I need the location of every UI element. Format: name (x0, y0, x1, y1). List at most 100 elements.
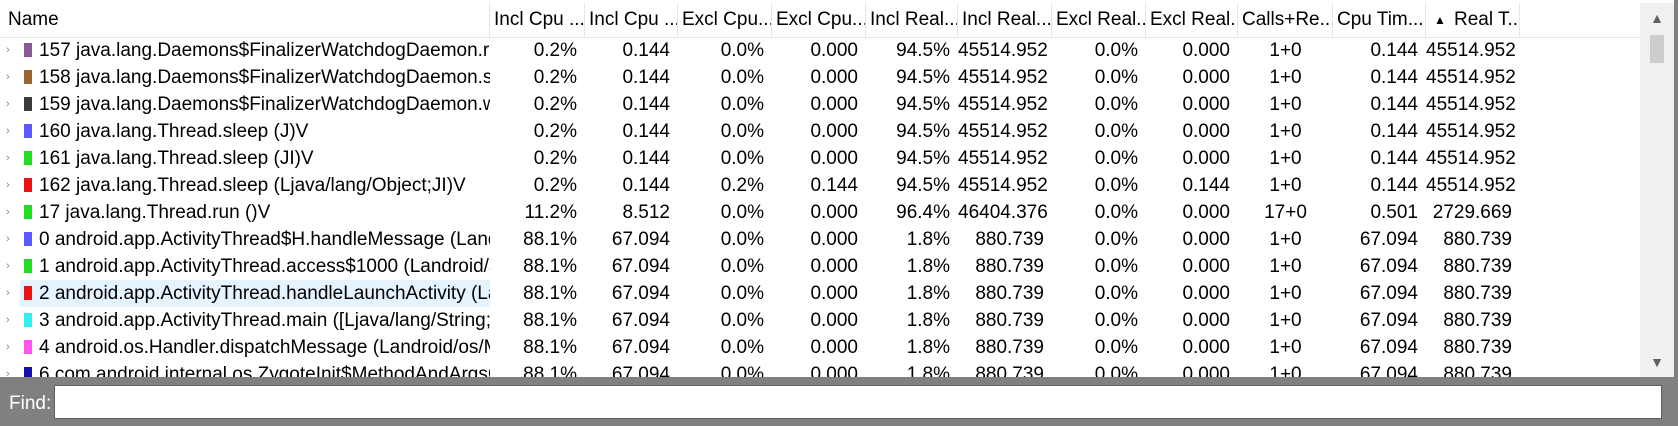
table-row[interactable]: › 2 android.app.ActivityThread.handleLaun… (0, 280, 1640, 307)
find-bar: Find: (0, 380, 1678, 426)
column-header-7[interactable]: Excl Real... (1052, 3, 1146, 37)
value-cell-col9: 1+0 (1269, 337, 1302, 358)
expand-arrow-icon[interactable]: › (6, 368, 10, 377)
table-row[interactable]: › 162 java.lang.Thread.sleep (Ljava/lang/… (0, 172, 1640, 199)
expand-arrow-icon[interactable]: › (6, 287, 10, 299)
method-color-swatch (24, 367, 32, 377)
table-row[interactable]: › 157 java.lang.Daemons$FinalizerWatchdog… (0, 37, 1640, 64)
value-cell-col5: 1.8% (906, 283, 950, 304)
value-cell-col7: 0.0% (1094, 256, 1138, 277)
value-cell-col8: 0.000 (1182, 202, 1230, 223)
value-cell-col8: 0.000 (1182, 283, 1230, 304)
column-header-6[interactable]: Incl Real... (958, 3, 1052, 37)
column-header-4[interactable]: Excl Cpu... (772, 3, 866, 37)
method-name-cell: 0 android.app.ActivityThread$H.handleMes… (20, 226, 490, 253)
value-cell-col4: 0.000 (810, 310, 858, 331)
value-cell-col9: 1+0 (1269, 256, 1302, 277)
table-row[interactable]: › 158 java.lang.Daemons$FinalizerWatchdog… (0, 64, 1640, 91)
column-header-0[interactable]: Name (0, 3, 490, 37)
value-cell-col8: 0.000 (1182, 94, 1230, 115)
value-cell-col10: 0.144 (1370, 175, 1418, 196)
expand-arrow-icon[interactable]: › (6, 44, 10, 56)
table-row[interactable]: › 6 com.android.internal.os.ZygoteInit$Me… (0, 361, 1640, 377)
expand-arrow-icon[interactable]: › (6, 98, 10, 110)
value-cell-col10: 0.144 (1370, 94, 1418, 115)
table-row[interactable]: › 1 android.app.ActivityThread.access$100… (0, 253, 1640, 280)
table-row[interactable]: › 159 java.lang.Daemons$FinalizerWatchdog… (0, 91, 1640, 118)
value-cell-col3: 0.0% (720, 67, 764, 88)
column-header-3[interactable]: Excl Cpu... (678, 3, 772, 37)
table-row[interactable]: › 161 java.lang.Thread.sleep (JI)V 0.2% 0.1… (0, 145, 1640, 172)
value-cell-col5: 94.5% (896, 148, 950, 169)
value-cell-col6: 880.739 (975, 283, 1044, 304)
value-cell-col7: 0.0% (1094, 283, 1138, 304)
method-name-cell: 161 java.lang.Thread.sleep (JI)V (20, 145, 490, 172)
value-cell-col1: 0.2% (533, 148, 577, 169)
table-row[interactable]: › 160 java.lang.Thread.sleep (J)V 0.2% 0.14… (0, 118, 1640, 145)
value-cell-col9: 1+0 (1269, 148, 1302, 169)
table-header: Name Incl Cpu ... Incl Cpu ... Excl Cpu... E… (0, 3, 1640, 38)
value-cell-col5: 96.4% (896, 202, 950, 223)
column-header-9[interactable]: Calls+Re... (1238, 3, 1333, 37)
value-cell-col5: 1.8% (906, 229, 950, 250)
method-name-cell: 3 android.app.ActivityThread.main ([Ljav… (20, 307, 490, 334)
method-name-cell: 158 java.lang.Daemons$FinalizerWatchdogD… (20, 64, 490, 91)
table-row[interactable]: › 4 android.os.Handler.dispatchMessage (L… (0, 334, 1640, 361)
column-header-8[interactable]: Excl Real... (1146, 3, 1238, 37)
value-cell-col7: 0.0% (1094, 202, 1138, 223)
value-cell-col4: 0.000 (810, 67, 858, 88)
value-cell-col3: 0.0% (720, 148, 764, 169)
value-cell-col6: 45514.952 (958, 40, 1048, 61)
column-header-11[interactable]: Real T... (1426, 3, 1520, 37)
expand-arrow-icon[interactable]: › (6, 125, 10, 137)
value-cell-col2: 0.144 (622, 40, 670, 61)
vertical-scrollbar[interactable]: ▲ ▼ (1640, 3, 1674, 377)
table-row[interactable]: › 3 android.app.ActivityThread.main ([Lja… (0, 307, 1640, 334)
value-cell-col1: 0.2% (533, 121, 577, 142)
column-header-2[interactable]: Incl Cpu ... (585, 3, 678, 37)
value-cell-col2: 67.094 (611, 283, 670, 304)
expand-arrow-icon[interactable]: › (6, 179, 10, 191)
value-cell-col11: 880.739 (1443, 256, 1512, 277)
expand-arrow-icon[interactable]: › (6, 233, 10, 245)
value-cell-col9: 17+0 (1264, 202, 1307, 223)
table-row[interactable]: › 0 android.app.ActivityThread$H.handleMe… (0, 226, 1640, 253)
method-name: 158 java.lang.Daemons$FinalizerWatchdogD… (39, 67, 490, 88)
expand-arrow-icon[interactable]: › (6, 71, 10, 83)
value-cell-col5: 94.5% (896, 94, 950, 115)
method-name-cell: 1 android.app.ActivityThread.access$1000… (20, 253, 490, 280)
value-cell-col8: 0.000 (1182, 364, 1230, 377)
scroll-thumb[interactable] (1650, 35, 1664, 63)
value-cell-col6: 45514.952 (958, 94, 1048, 115)
value-cell-col10: 0.144 (1370, 148, 1418, 169)
method-name-cell: 162 java.lang.Thread.sleep (Ljava/lang/O… (20, 172, 490, 199)
scroll-up-icon[interactable]: ▲ (1650, 10, 1664, 26)
column-header-10[interactable]: Cpu Tim... (1333, 3, 1426, 37)
value-cell-col1: 88.1% (523, 364, 577, 377)
scroll-down-icon[interactable]: ▼ (1650, 354, 1664, 370)
value-cell-col9: 1+0 (1269, 310, 1302, 331)
value-cell-col4: 0.000 (810, 337, 858, 358)
column-header-1[interactable]: Incl Cpu ... (490, 3, 585, 37)
value-cell-col10: 67.094 (1359, 337, 1418, 358)
expand-arrow-icon[interactable]: › (6, 341, 10, 353)
expand-arrow-icon[interactable]: › (6, 314, 10, 326)
value-cell-col6: 46404.376 (958, 202, 1048, 223)
value-cell-col6: 45514.952 (958, 175, 1048, 196)
expand-arrow-icon[interactable]: › (6, 152, 10, 164)
table-row[interactable]: › 17 java.lang.Thread.run ()V 11.2% 8.512 0.… (0, 199, 1640, 226)
find-input[interactable] (54, 385, 1662, 419)
expand-arrow-icon[interactable]: › (6, 206, 10, 218)
value-cell-col9: 1+0 (1269, 67, 1302, 88)
column-header-5[interactable]: Incl Real... (866, 3, 958, 37)
value-cell-col6: 45514.952 (958, 148, 1048, 169)
value-cell-col4: 0.000 (810, 121, 858, 142)
value-cell-col3: 0.0% (720, 121, 764, 142)
value-cell-col9: 1+0 (1269, 283, 1302, 304)
value-cell-col10: 0.501 (1370, 202, 1418, 223)
value-cell-col11: 45514.952 (1426, 148, 1516, 169)
value-cell-col8: 0.000 (1182, 121, 1230, 142)
value-cell-col11: 880.739 (1443, 310, 1512, 331)
expand-arrow-icon[interactable]: › (6, 260, 10, 272)
value-cell-col5: 94.5% (896, 175, 950, 196)
